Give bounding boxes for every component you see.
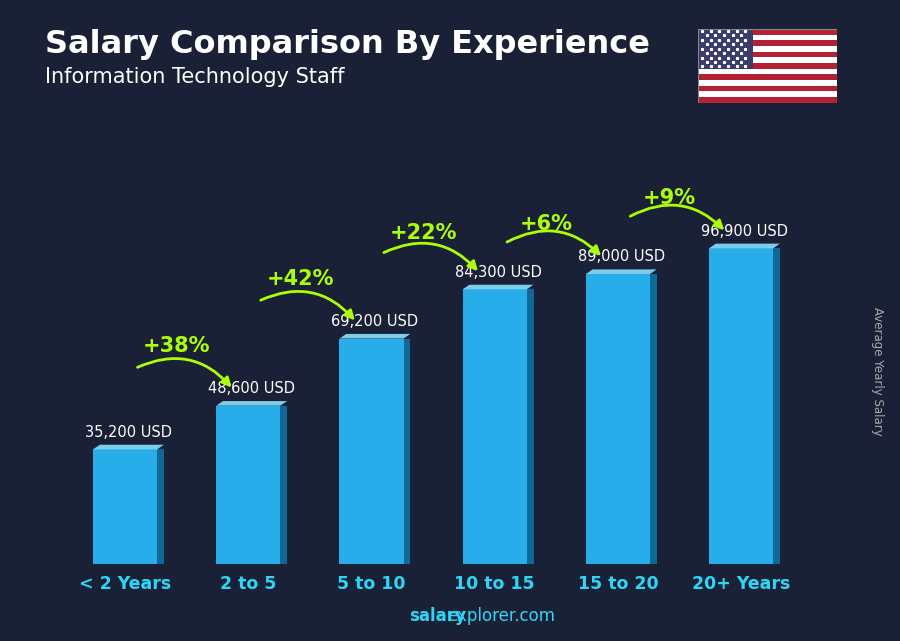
- Text: Average Yearly Salary: Average Yearly Salary: [871, 308, 884, 436]
- Bar: [216, 406, 280, 564]
- Bar: [698, 57, 837, 63]
- Bar: [698, 46, 837, 51]
- Polygon shape: [650, 274, 657, 564]
- Text: 96,900 USD: 96,900 USD: [701, 224, 788, 238]
- Bar: [698, 74, 837, 80]
- Bar: [698, 29, 753, 69]
- Polygon shape: [463, 285, 534, 289]
- Text: 35,200 USD: 35,200 USD: [85, 425, 172, 440]
- Text: +9%: +9%: [644, 188, 697, 208]
- Polygon shape: [93, 445, 164, 449]
- Polygon shape: [773, 248, 780, 564]
- Bar: [698, 80, 837, 85]
- Text: Information Technology Staff: Information Technology Staff: [45, 67, 345, 87]
- Polygon shape: [709, 244, 780, 248]
- Polygon shape: [586, 269, 657, 274]
- Polygon shape: [339, 334, 410, 338]
- Text: salary: salary: [410, 607, 466, 625]
- Bar: [339, 338, 403, 564]
- Bar: [698, 63, 837, 69]
- Polygon shape: [526, 289, 534, 564]
- Bar: [698, 85, 837, 91]
- Bar: [709, 248, 773, 564]
- Polygon shape: [280, 406, 287, 564]
- Bar: [698, 69, 837, 74]
- Polygon shape: [158, 449, 164, 564]
- Text: explorer.com: explorer.com: [447, 607, 555, 625]
- Bar: [698, 91, 837, 97]
- Text: +22%: +22%: [390, 222, 457, 242]
- Bar: [698, 51, 837, 57]
- Bar: [698, 35, 837, 40]
- Text: +42%: +42%: [266, 269, 334, 288]
- Bar: [93, 449, 158, 564]
- Text: 84,300 USD: 84,300 USD: [454, 265, 542, 280]
- Text: 48,600 USD: 48,600 USD: [208, 381, 295, 396]
- Text: +6%: +6%: [520, 213, 573, 234]
- Text: 89,000 USD: 89,000 USD: [578, 249, 665, 265]
- Polygon shape: [216, 401, 287, 406]
- Text: Salary Comparison By Experience: Salary Comparison By Experience: [45, 29, 650, 60]
- Bar: [586, 274, 650, 564]
- Text: +38%: +38%: [143, 336, 211, 356]
- Polygon shape: [403, 338, 410, 564]
- Bar: [698, 29, 837, 35]
- Bar: [698, 40, 837, 46]
- Text: 69,200 USD: 69,200 USD: [331, 314, 418, 329]
- Bar: [698, 97, 837, 103]
- Bar: [463, 289, 526, 564]
